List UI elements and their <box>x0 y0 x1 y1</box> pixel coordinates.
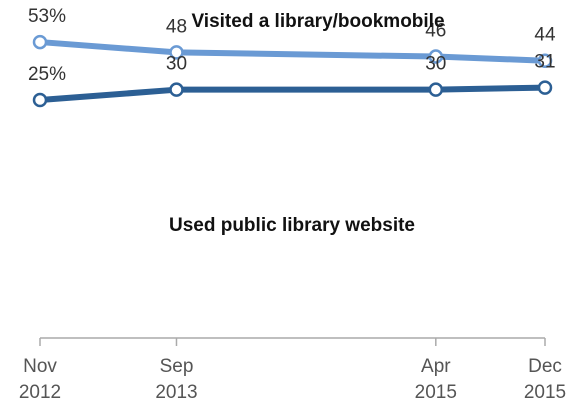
data-point <box>32 92 48 108</box>
data-labels: 53% 48 46 44 25% 30 31 30 <box>28 6 556 85</box>
x-tick-label-month: Nov <box>23 356 57 377</box>
data-label: 31 <box>534 52 555 73</box>
data-point <box>32 34 48 50</box>
series-line-1 <box>37 39 548 64</box>
data-label: 44 <box>534 25 556 46</box>
data-point <box>428 49 444 64</box>
series-name-label: Visited a library/bookmobile <box>191 11 444 32</box>
data-label: 30 <box>425 54 446 75</box>
x-tick-label-year: 2012 <box>19 382 61 403</box>
data-point <box>537 53 553 68</box>
x-tick-label-month: Apr <box>421 356 451 377</box>
x-tick-label-month: Sep <box>160 356 194 377</box>
data-point <box>169 45 184 60</box>
data-label: 48 <box>166 16 187 37</box>
series-name-label: Used public library website <box>169 215 415 236</box>
x-tick-label-year: 2015 <box>524 382 566 403</box>
x-tick-label-month: Dec <box>528 356 562 377</box>
data-label: 30 <box>166 54 187 75</box>
data-label: 53% <box>28 6 66 27</box>
data-label: 46 <box>425 21 446 42</box>
series-lines <box>32 34 553 108</box>
x-tick-label-year: 2013 <box>155 382 197 403</box>
series-labels: Visited a library/bookmobile Used public … <box>169 11 445 236</box>
data-point <box>169 82 184 97</box>
data-label: 25% <box>28 64 66 85</box>
series-line-2 <box>37 84 548 104</box>
data-point <box>537 80 553 95</box>
x-axis: Nov 2012 Sep 2013 Apr 2015 Dec 2015 <box>19 337 566 403</box>
x-tick-label-year: 2015 <box>415 382 457 403</box>
data-point <box>428 82 444 97</box>
